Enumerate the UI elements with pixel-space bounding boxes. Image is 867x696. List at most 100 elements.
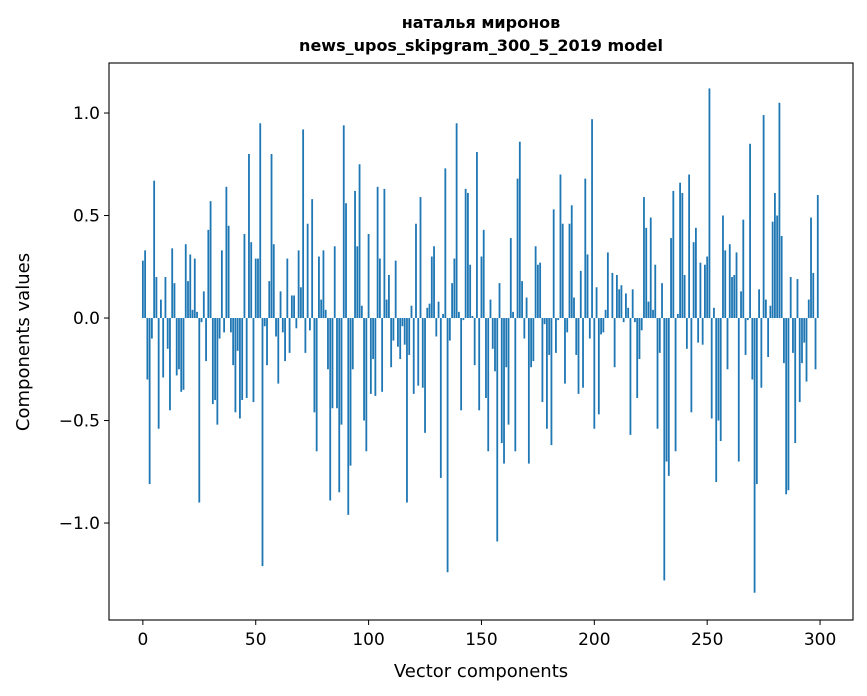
bar	[541, 318, 544, 403]
bar	[220, 250, 223, 319]
bar	[724, 250, 727, 319]
bar	[814, 318, 817, 370]
bar	[464, 188, 467, 319]
bar	[412, 318, 415, 394]
bar	[406, 318, 408, 503]
bar	[180, 318, 183, 392]
bar	[214, 318, 216, 401]
bar	[311, 199, 314, 319]
bar	[369, 318, 372, 394]
bar	[241, 318, 244, 401]
bar	[726, 318, 729, 370]
bar	[200, 318, 203, 323]
bar	[243, 233, 246, 319]
bar	[670, 238, 672, 319]
bar	[792, 318, 794, 353]
bar	[162, 318, 165, 378]
bar	[694, 227, 697, 319]
bar	[225, 186, 228, 319]
bar	[329, 318, 332, 501]
bar	[753, 318, 756, 593]
bar	[489, 299, 492, 319]
bar	[613, 318, 616, 368]
bar	[514, 318, 517, 452]
bar	[611, 272, 614, 319]
bar	[457, 311, 460, 319]
bar	[451, 283, 454, 319]
bar	[496, 318, 499, 542]
bar	[661, 283, 663, 319]
bar	[385, 299, 388, 319]
bar	[410, 305, 413, 319]
bar	[421, 318, 424, 388]
bar	[503, 318, 505, 464]
bar	[810, 217, 812, 319]
bars	[141, 88, 819, 593]
bar	[667, 318, 670, 476]
bar	[460, 318, 463, 411]
x-tick-label: 300	[804, 630, 836, 650]
bar	[442, 313, 444, 319]
bar	[557, 318, 560, 321]
y-tick-label: 1.0	[73, 104, 100, 124]
bar	[279, 291, 282, 319]
bar	[773, 192, 776, 319]
bar	[254, 258, 257, 319]
bar	[455, 123, 458, 319]
bar	[746, 318, 749, 321]
bar	[367, 233, 370, 319]
bar	[719, 318, 722, 442]
bar	[672, 190, 675, 319]
bar	[408, 318, 411, 355]
bar	[433, 246, 435, 319]
bar	[631, 289, 634, 319]
bar	[629, 318, 632, 435]
bar	[392, 318, 395, 341]
bar	[717, 318, 720, 421]
bar	[428, 303, 431, 319]
bar	[685, 318, 688, 349]
bar	[735, 252, 738, 319]
bar	[494, 318, 496, 372]
bar	[193, 258, 196, 319]
bar	[476, 151, 478, 319]
bar	[272, 244, 275, 319]
bar	[778, 102, 781, 319]
bar	[304, 318, 307, 353]
bar	[216, 318, 219, 425]
bar	[146, 318, 149, 380]
bar	[281, 318, 284, 333]
bar	[157, 318, 160, 429]
bar	[284, 318, 286, 362]
bar	[507, 318, 510, 425]
x-tick-label: 250	[691, 630, 723, 650]
bar	[803, 318, 806, 343]
bar	[207, 229, 210, 319]
bar	[227, 225, 230, 319]
bar	[636, 318, 639, 398]
bar	[715, 318, 718, 483]
bar	[812, 272, 815, 319]
bar	[480, 256, 483, 319]
bar	[148, 318, 151, 485]
bar	[295, 318, 298, 329]
bar	[647, 301, 650, 319]
bar	[198, 318, 201, 503]
bar	[683, 274, 686, 319]
bar	[764, 299, 767, 319]
bar	[403, 318, 406, 345]
bar	[187, 281, 189, 319]
bar	[676, 313, 679, 319]
bar	[516, 178, 519, 319]
bar	[597, 318, 600, 415]
bar	[320, 299, 323, 319]
bar	[415, 223, 417, 319]
bar	[688, 174, 691, 319]
bar	[245, 318, 248, 398]
bar	[173, 283, 176, 319]
bar	[710, 318, 713, 419]
bar	[485, 318, 487, 398]
bar	[444, 168, 447, 319]
bar	[288, 318, 291, 353]
